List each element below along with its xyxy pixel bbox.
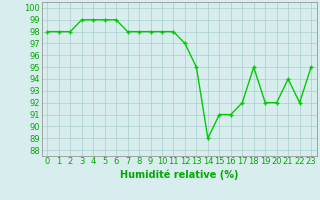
X-axis label: Humidité relative (%): Humidité relative (%) xyxy=(120,169,238,180)
